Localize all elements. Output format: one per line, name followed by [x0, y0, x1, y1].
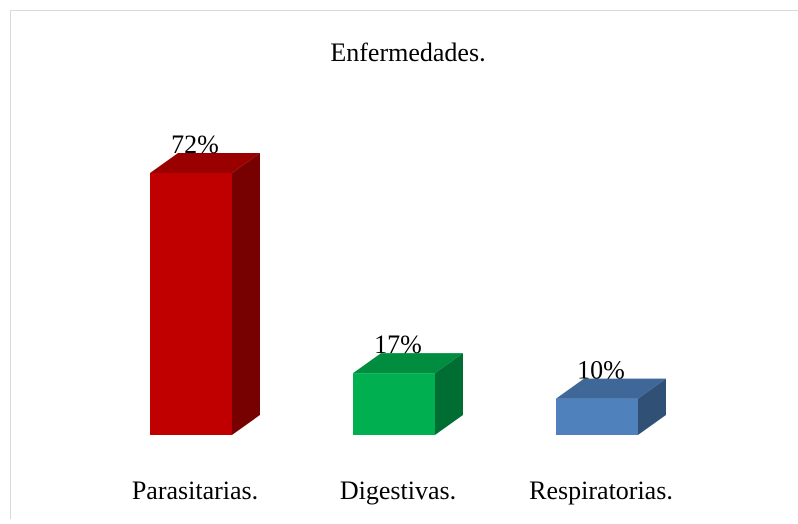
- data-label: 10%: [577, 356, 625, 385]
- bar: [353, 373, 435, 435]
- bar-side: [232, 153, 260, 435]
- x-tick-label: Respiratorias.: [529, 476, 673, 505]
- chart-border: [11, 11, 798, 520]
- data-label: 72%: [171, 130, 219, 159]
- x-tick-label: Digestivas.: [340, 476, 456, 505]
- x-tick-label: Parasitarias.: [132, 476, 258, 505]
- chart-title: Enfermedades.: [330, 38, 485, 67]
- data-label: 17%: [374, 330, 422, 359]
- bar: [150, 173, 232, 435]
- bar: [556, 399, 638, 435]
